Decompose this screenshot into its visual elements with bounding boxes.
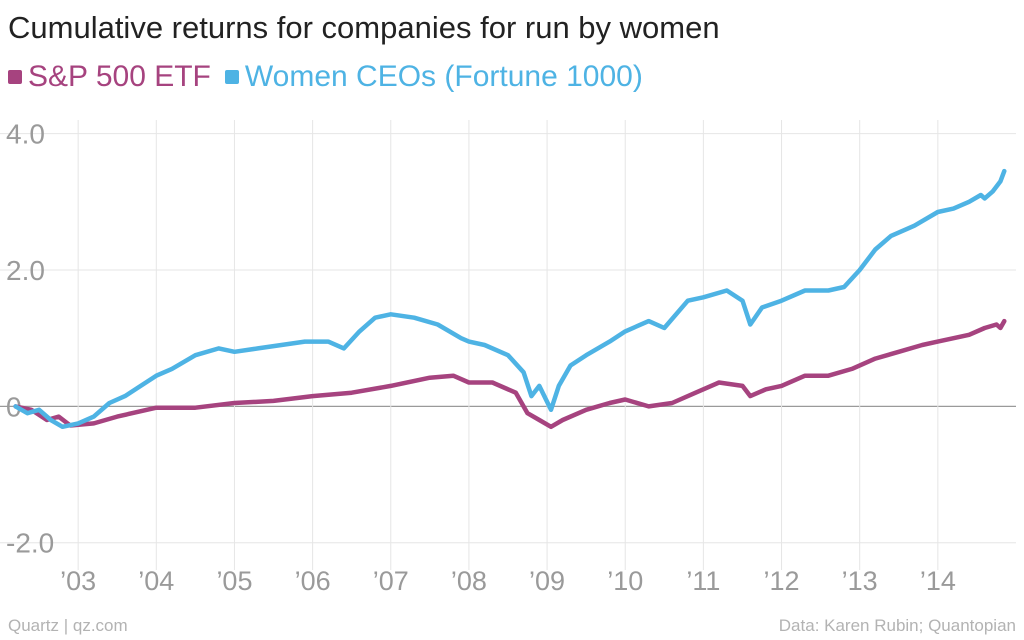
y-tick-label: 4.0 (6, 119, 45, 150)
x-tick-label: ’03 (60, 566, 96, 596)
chart-title: Cumulative returns for companies for run… (8, 10, 720, 45)
x-tick-label: ’06 (295, 566, 331, 596)
legend-label-women: Women CEOs (Fortune 1000) (244, 60, 643, 93)
x-tick-label: ’04 (138, 566, 174, 596)
x-tick-label: ’12 (764, 566, 800, 596)
series-line-women-ceos (13, 168, 1007, 430)
series-line-sp500 (13, 318, 1007, 430)
x-tick-label: ’05 (216, 566, 252, 596)
legend-item-women: Women CEOs (Fortune 1000) (224, 60, 643, 94)
chart-legend: S&P 500 ETF Women CEOs (Fortune 1000) (8, 60, 657, 94)
x-tick-label: ’14 (920, 566, 956, 596)
x-tick-label: ’08 (451, 566, 487, 596)
legend-item-sp500: S&P 500 ETF (8, 60, 211, 94)
x-tick-label: ’13 (842, 566, 878, 596)
x-tick-label: ’07 (373, 566, 409, 596)
footer-source-right: Data: Karen Rubin; Quantopian (778, 616, 1016, 635)
legend-swatch-sp500 (8, 70, 22, 84)
x-tick-label: ’11 (686, 566, 720, 596)
footer-source-left: Quartz | qz.com (8, 616, 128, 635)
legend-swatch-women (224, 70, 239, 84)
legend-label-sp500: S&P 500 ETF (28, 60, 211, 93)
x-tick-label: ’09 (529, 566, 565, 596)
x-tick-label: ’10 (607, 566, 643, 596)
y-tick-label: -2.0 (6, 528, 54, 559)
y-tick-label: 2.0 (6, 255, 45, 286)
